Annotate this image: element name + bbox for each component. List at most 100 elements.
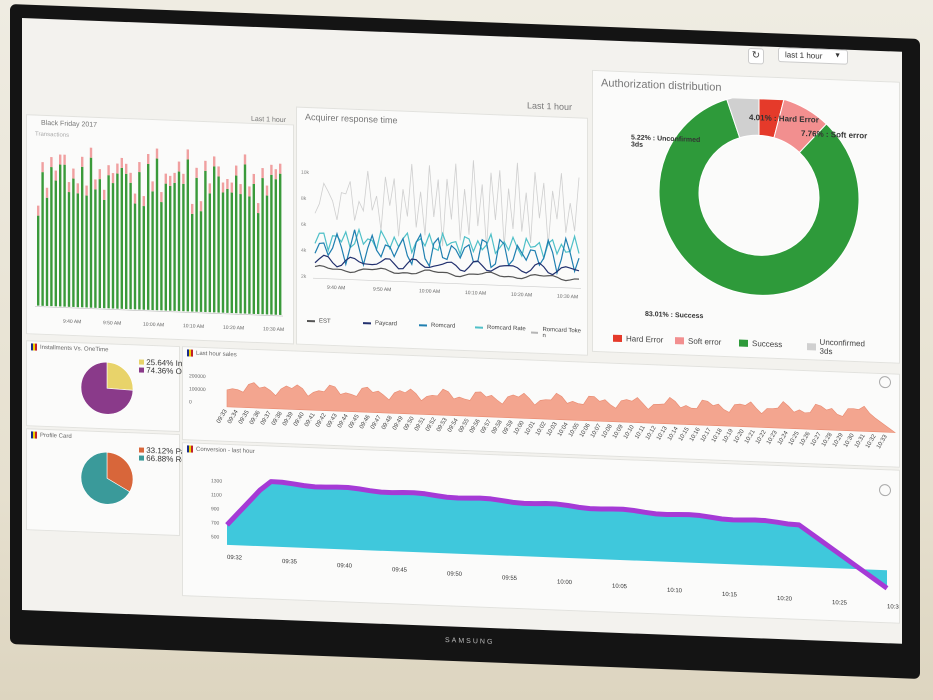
bar-cap [81, 156, 84, 167]
bar [155, 158, 159, 311]
bar [120, 167, 123, 309]
x-tick-label: 09:45 [392, 567, 408, 574]
bar [45, 197, 49, 307]
x-tick-label: 10:20 AM [223, 325, 244, 332]
x-tick-label: 10:00 AM [419, 288, 440, 295]
bar-cap [257, 202, 260, 214]
panel-conversion: Conversion - last hour 1300 1100 900 700 500… [182, 442, 900, 624]
bar-cap [37, 205, 40, 216]
bar-cap [125, 163, 128, 174]
bar [138, 172, 141, 310]
bar [248, 196, 251, 314]
panel-title: Authorization distribution [601, 77, 722, 94]
refresh-icon[interactable]: ↻ [748, 47, 764, 65]
series-line [314, 227, 580, 261]
slice-installments [106, 361, 134, 391]
x-tick-label: 9:50 AM [103, 320, 121, 327]
bar-cap [235, 165, 238, 176]
bar [59, 164, 62, 307]
bar [116, 173, 119, 309]
bar [173, 182, 176, 311]
legend-romcard-toke-n[interactable]: Romcard Toke n [531, 327, 583, 341]
bar [265, 195, 269, 315]
series-line [314, 229, 580, 276]
bar [50, 167, 53, 307]
bar-cap [72, 168, 75, 179]
y-tick-label: 200000 [189, 373, 206, 380]
bar-cap [177, 161, 181, 172]
transactions-bar-chart: 9:40 AM 9:50 AM 10:00 AM 10:10 AM 10:20 AM 10… [35, 147, 284, 333]
bar-cap [226, 178, 229, 190]
panel-last-hour-sales: Last hour sales 200000 100000 0 09:33 09:34 0… [182, 346, 900, 468]
bar [142, 206, 145, 310]
x-tick-label: 9:40 AM [63, 319, 81, 326]
legend-est[interactable]: EST [307, 318, 359, 326]
legend-success[interactable]: Success [739, 339, 782, 349]
label-unconfirmed: 5.22% : Unconfirmed 3ds [631, 134, 701, 149]
x-tick-label: 9:40 AM [327, 285, 345, 292]
bar [217, 176, 220, 313]
time-range-select[interactable]: last 1 hour ▼ [778, 47, 848, 65]
bar [85, 195, 88, 308]
bar-cap [208, 183, 212, 194]
legend-romcard-rate[interactable]: Romcard Rate [475, 324, 527, 332]
legend-paycard[interactable]: Paycard [363, 320, 415, 328]
conversion-line [225, 479, 889, 591]
bar-cap [230, 182, 234, 193]
bar-cap [120, 157, 123, 168]
x-tick-label: 10:10 [667, 588, 683, 595]
label-success: 83.01% : Success [645, 310, 704, 321]
bar-cap [252, 173, 256, 184]
bar-cap [160, 191, 163, 203]
bar [191, 213, 194, 312]
series-line [314, 264, 579, 282]
bar [151, 191, 154, 311]
bar-cap [274, 169, 278, 180]
profile-card-pie-chart [80, 451, 134, 505]
x-tick-label: 10:30 AM [263, 326, 284, 333]
bar-cap [103, 189, 106, 200]
bar-cap [173, 172, 176, 183]
bar [257, 212, 260, 315]
y-tick-label: 10k [301, 170, 310, 176]
bar [147, 163, 150, 310]
bar [89, 157, 93, 308]
bar-cap [133, 193, 137, 204]
x-tick-label: 09:32 [227, 555, 243, 562]
bar-cap [213, 156, 216, 167]
bar [177, 171, 181, 312]
x-tick-label: 09:40 [337, 563, 353, 570]
bar [199, 211, 203, 312]
panel-title: Installments Vs. OneTime [31, 343, 108, 353]
y-tick-label: 2k [301, 274, 307, 280]
slice-success [658, 98, 860, 296]
x-tick-label: 10:33 [876, 434, 889, 450]
bar [129, 182, 132, 310]
bar [98, 179, 101, 309]
conversion-area-chart: 1300 1100 900 700 500 09:32 09:35 09:40 09:45 09:… [211, 478, 899, 611]
bar [235, 175, 238, 314]
bar-cap [138, 162, 141, 173]
legend-hard-error[interactable]: Hard Error [613, 334, 663, 345]
bar [63, 164, 66, 307]
legend-romcard[interactable]: Romcard [419, 322, 471, 330]
y-tick-label: 1100 [211, 492, 222, 498]
bar-cap [169, 175, 172, 186]
panel-acquirer-response: Acquirer response time Last 1 hour 2k 4k 6… [296, 100, 588, 356]
panel-profile-card: Profile Card 33.12% PayByClick 66.88% Re… [26, 428, 216, 537]
sales-area [226, 382, 896, 433]
legend-soft-error[interactable]: Soft error [675, 336, 721, 347]
x-tick-label: 9:50 AM [373, 286, 391, 293]
bar [221, 192, 225, 313]
x-tick-label: 09:35 [282, 559, 298, 566]
bar-cap [45, 187, 49, 198]
conversion-area [227, 481, 887, 589]
chevron-down-icon: ▼ [834, 52, 841, 60]
time-range-value: last 1 hour [785, 50, 823, 61]
bar-cap [239, 184, 242, 195]
panel-period: Last 1 hour [527, 100, 573, 113]
legend-unconfirmed-3ds[interactable]: Unconfirmed 3ds [807, 337, 877, 358]
bar [41, 172, 44, 306]
bar-cap [151, 181, 154, 192]
bar [72, 178, 75, 308]
